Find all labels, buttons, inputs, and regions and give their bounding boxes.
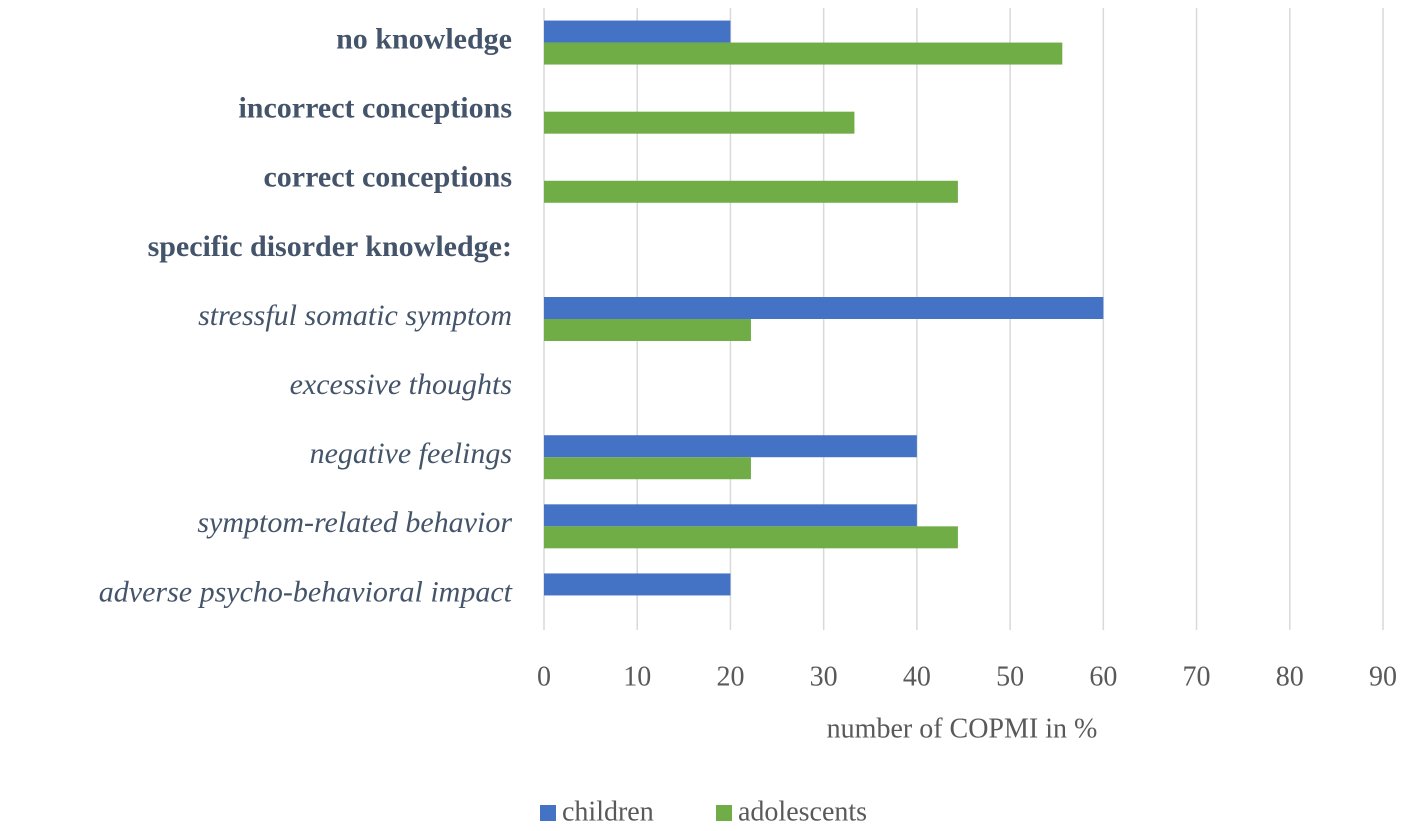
category-label: symptom-related behavior — [197, 506, 512, 539]
category-label: negative feelings — [310, 437, 512, 470]
bar-children — [544, 573, 731, 596]
legend-label-adolescents: adolescents — [738, 796, 867, 827]
legend-swatch-adolescents — [716, 805, 732, 821]
x-tick-label: 60 — [1089, 661, 1117, 692]
bar-adolescents — [544, 42, 1063, 65]
bar-adolescents — [544, 526, 958, 549]
bar-adolescents — [544, 180, 958, 203]
x-tick-labels: 0 10 20 30 40 50 60 70 80 90 — [537, 661, 1397, 692]
category-label: excessive thoughts — [290, 368, 512, 401]
x-tick-label: 0 — [537, 661, 551, 692]
category-label: specific disorder knowledge: — [148, 230, 512, 263]
category-labels: no knowledge incorrect conceptions correct… — [99, 22, 513, 608]
x-tick-label: 90 — [1369, 661, 1397, 692]
category-label: no knowledge — [336, 22, 512, 55]
bar-adolescents — [544, 319, 751, 341]
x-axis-title: number of COPMI in % — [827, 713, 1098, 744]
legend: children adolescents — [540, 796, 867, 827]
x-tick-label: 20 — [716, 661, 744, 692]
bar-children — [544, 504, 917, 527]
x-tick-label: 30 — [810, 661, 838, 692]
x-tick-label: 80 — [1276, 661, 1304, 692]
bar-children — [544, 297, 1104, 319]
x-tick-label: 40 — [903, 661, 931, 692]
legend-label-children: children — [562, 796, 654, 827]
category-label: incorrect conceptions — [238, 92, 512, 125]
category-label: adverse psycho-behavioral impact — [99, 575, 513, 608]
bar-children — [544, 435, 917, 458]
category-label: stressful somatic symptom — [198, 299, 512, 332]
legend-swatch-children — [540, 805, 556, 821]
bar-children — [544, 20, 731, 43]
x-tick-label: 70 — [1183, 661, 1211, 692]
x-tick-label: 50 — [996, 661, 1024, 692]
category-label: correct conceptions — [263, 161, 512, 194]
bar-adolescents — [544, 457, 751, 480]
x-tick-label: 10 — [623, 661, 651, 692]
bar-adolescents — [544, 111, 855, 134]
bars — [544, 20, 1104, 596]
